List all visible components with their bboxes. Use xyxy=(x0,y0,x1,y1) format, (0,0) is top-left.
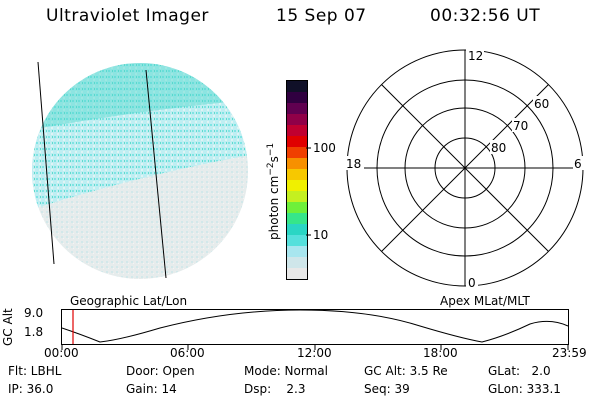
mlt-label-0: 0 xyxy=(468,276,476,290)
mlt-label-12: 12 xyxy=(468,49,483,63)
gc-alt-tick-1-8: 1.8 xyxy=(24,325,44,339)
info-mode: Mode: Normal xyxy=(244,364,328,378)
x-tick-0000: 00:00 xyxy=(44,346,79,360)
colorbar-swatch xyxy=(287,81,307,92)
x-tick-1800: 18:00 xyxy=(423,346,458,360)
info-dsp: Dsp: 2.3 xyxy=(244,382,306,396)
info-door: Door: Open xyxy=(126,364,195,378)
info-seq: Seq: 39 xyxy=(364,382,410,396)
colorbar-tick-10: 10 xyxy=(313,228,329,242)
x-tick-2359: 23:59 xyxy=(552,346,587,360)
info-flt: Flt: LBHL xyxy=(8,364,62,378)
x-tick-0600: 06:00 xyxy=(170,346,205,360)
colorbar-swatch xyxy=(287,191,307,202)
uv-image xyxy=(32,61,248,279)
colorbar-swatch xyxy=(287,114,307,125)
colorbar-swatch xyxy=(287,136,307,147)
colorbar-unit-label: photon cm−2s−1 xyxy=(266,142,281,240)
meridian-line xyxy=(145,69,167,279)
colorbar-swatch xyxy=(287,257,307,268)
info-ip: IP: 36.0 xyxy=(8,382,54,396)
colorbar-tick-100: 100 xyxy=(313,141,336,155)
colorbar-swatch xyxy=(287,103,307,114)
colorbar-swatch xyxy=(287,235,307,246)
colorbar-swatch xyxy=(287,147,307,158)
meridian-line xyxy=(37,61,55,265)
time-label: 00:32:56 UT xyxy=(430,6,541,26)
info-gain: Gain: 14 xyxy=(126,382,177,396)
mlt-label-18: 18 xyxy=(346,157,361,171)
colorbar-swatch xyxy=(287,202,307,213)
colorbar-swatch xyxy=(287,169,307,180)
geographic-label: Geographic Lat/Lon xyxy=(70,294,188,308)
colorbar-swatch xyxy=(287,213,307,224)
info-gcalt: GC Alt: 3.5 Re xyxy=(364,364,448,378)
instrument-title: Ultraviolet Imager xyxy=(46,6,209,26)
colorbar-swatch xyxy=(287,92,307,103)
gc-alt-tick-9: 9.0 xyxy=(24,306,44,320)
info-glat: GLat: 2.0 xyxy=(488,364,551,378)
lat-label-70: 70 xyxy=(513,119,528,133)
colorbar-swatch xyxy=(287,180,307,191)
colorbar-swatch xyxy=(287,268,307,279)
polar-plot: 12 18 6 0 60 70 80 xyxy=(344,48,585,290)
colorbar-swatch xyxy=(287,125,307,136)
colorbar-swatch xyxy=(287,246,307,257)
date-label: 15 Sep 07 xyxy=(276,6,367,26)
x-tick-1200: 12:00 xyxy=(297,346,332,360)
colorbar-ticks xyxy=(306,147,311,236)
gc-alt-ylabel: GC Alt xyxy=(1,308,15,346)
apex-label: Apex MLat/MLT xyxy=(440,294,530,308)
mlt-label-6: 6 xyxy=(574,157,582,171)
lat-label-80: 80 xyxy=(491,141,506,155)
lat-label-60: 60 xyxy=(534,97,549,111)
colorbar xyxy=(286,80,308,280)
gc-alt-plot xyxy=(61,309,569,350)
colorbar-swatch xyxy=(287,224,307,235)
colorbar-swatch xyxy=(287,158,307,169)
info-glon: GLon: 333.1 xyxy=(488,382,561,396)
